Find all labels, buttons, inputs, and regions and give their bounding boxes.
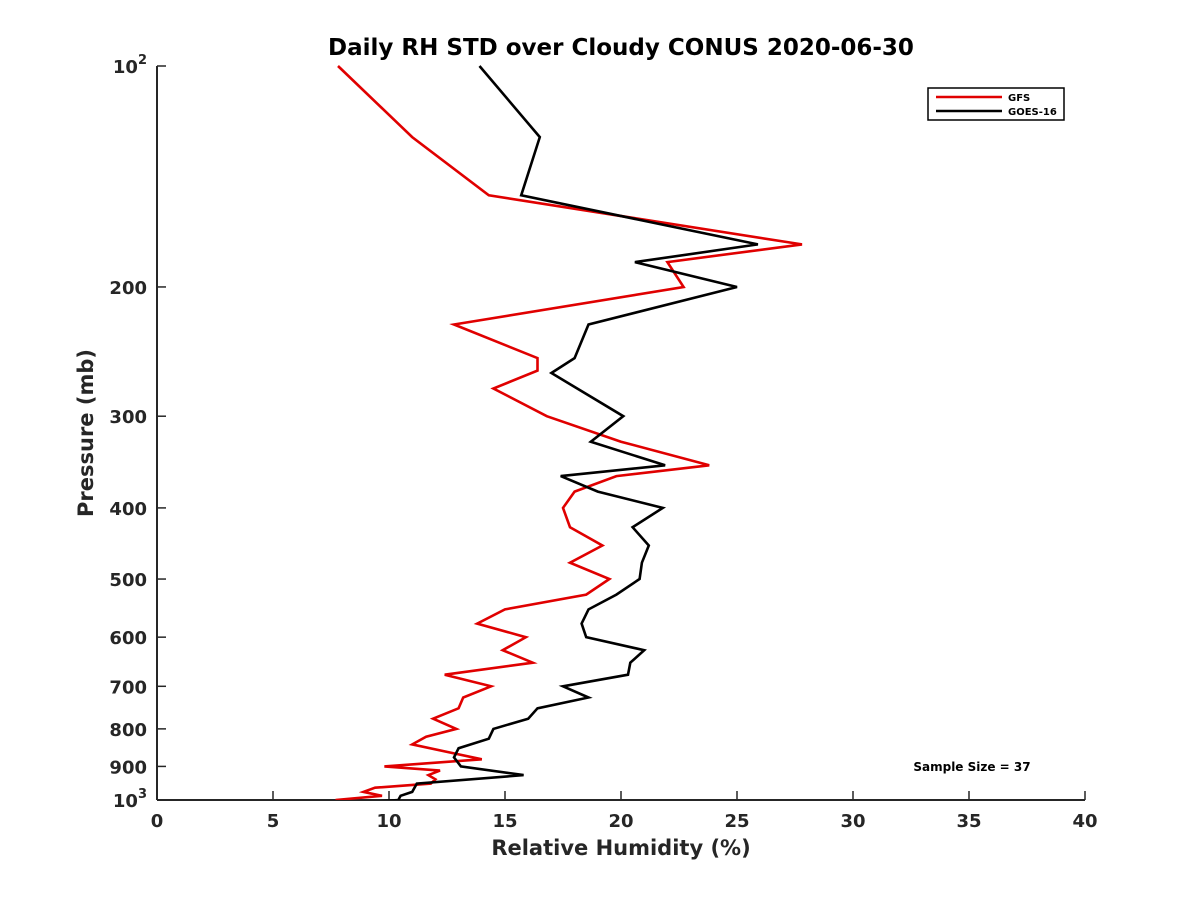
y-tick-label: 102 xyxy=(113,53,147,78)
y-tick-label: 400 xyxy=(109,499,147,520)
x-tick-label: 10 xyxy=(376,811,401,832)
series-line-goes-16 xyxy=(379,65,759,800)
x-axis-label: Relative Humidity (%) xyxy=(491,836,750,860)
x-tick-label: 5 xyxy=(267,811,280,832)
legend-label: GFS xyxy=(1008,93,1030,104)
x-tick-label: 25 xyxy=(724,811,749,832)
legend-box xyxy=(927,87,1065,121)
y-tick-label: 800 xyxy=(109,720,147,741)
y-tick-label: 600 xyxy=(109,628,147,649)
y-tick-label: 300 xyxy=(109,407,147,428)
series-line-gfs xyxy=(335,65,803,800)
x-tick-label: 35 xyxy=(956,811,981,832)
y-tick-label: 500 xyxy=(109,570,147,591)
y-tick-label: 700 xyxy=(109,677,147,698)
legend-label: GOES-16 xyxy=(1008,107,1057,118)
chart-title: Daily RH STD over Cloudy CONUS 2020-06-3… xyxy=(328,35,914,61)
x-tick-label: 15 xyxy=(492,811,517,832)
x-tick-label: 30 xyxy=(840,811,865,832)
y-tick-label: 200 xyxy=(109,278,147,299)
y-axis-label: Pressure (mb) xyxy=(74,349,98,517)
y-tick-label: 103 xyxy=(113,787,147,812)
x-tick-label: 0 xyxy=(151,811,164,832)
series-layer xyxy=(335,65,803,800)
y-tick-label: 900 xyxy=(109,757,147,778)
sample-size-annotation: Sample Size = 37 xyxy=(913,760,1030,774)
legend: GFS GOES-16 xyxy=(927,87,1065,121)
x-tick-label: 40 xyxy=(1072,811,1097,832)
axes: 0 5 10 15 20 25 30 35 40 102 200 300 400 500 600 700 800… xyxy=(109,53,1097,832)
x-tick-label: 20 xyxy=(608,811,633,832)
